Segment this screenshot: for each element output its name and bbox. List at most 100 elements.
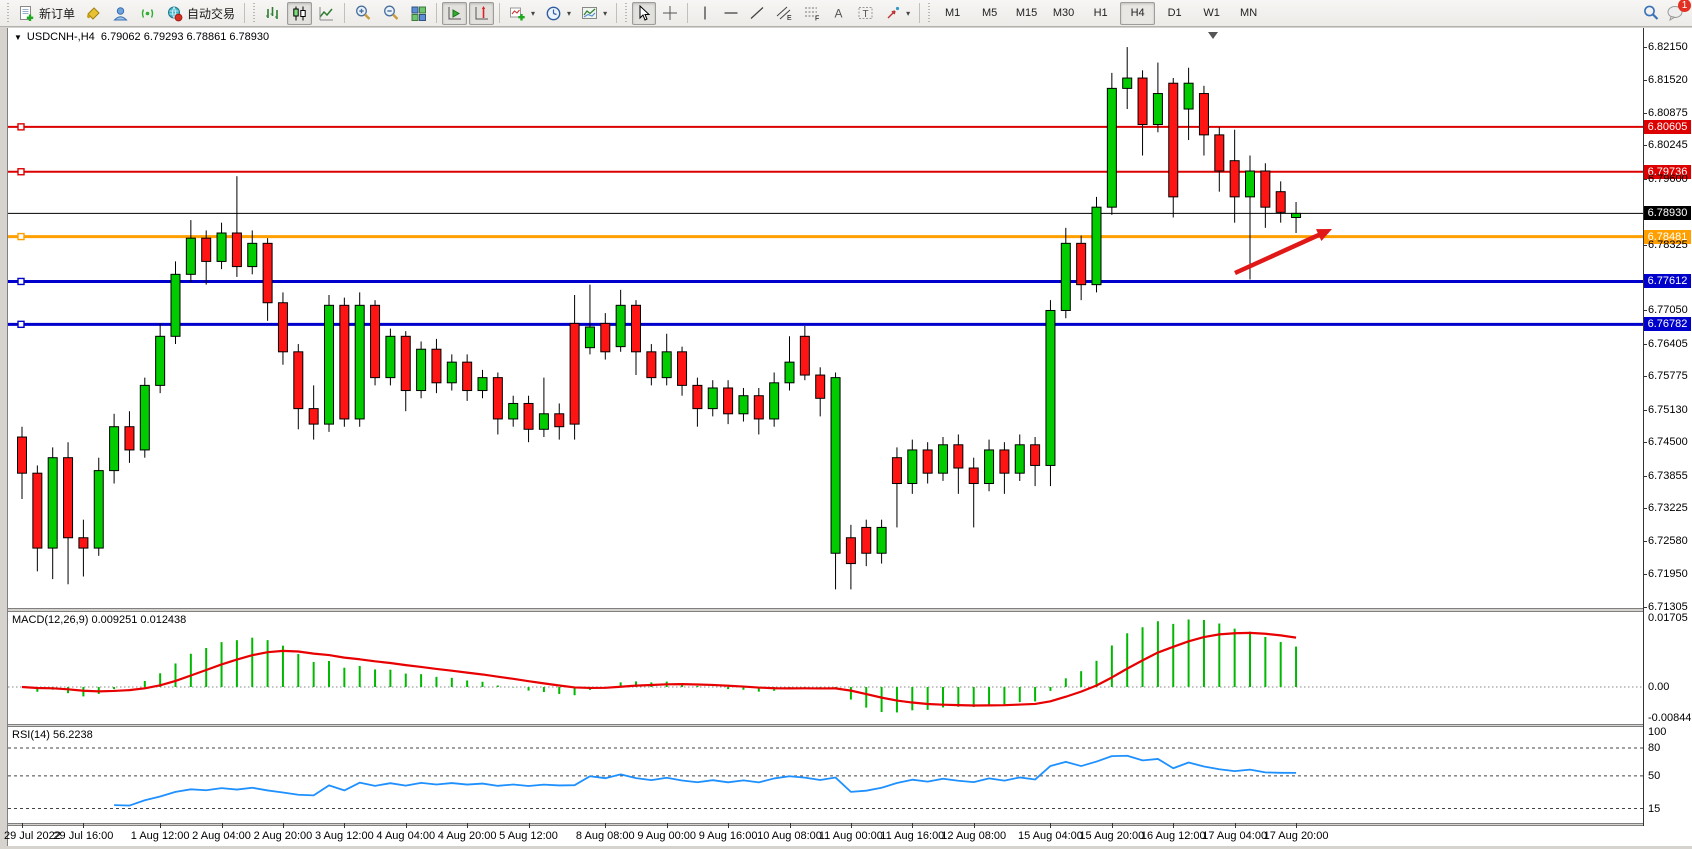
candle bbox=[492, 372, 503, 435]
autotrade-icon bbox=[168, 6, 183, 21]
autotrade-label: 自动交易 bbox=[187, 6, 236, 21]
vertical-line-button[interactable] bbox=[693, 2, 717, 25]
rsi-panel[interactable] bbox=[8, 727, 1643, 823]
vertical-line-icon bbox=[704, 6, 706, 20]
chevron-down-icon[interactable]: ▾ bbox=[531, 8, 536, 18]
profile-button[interactable] bbox=[108, 2, 133, 25]
crosshair-button[interactable] bbox=[658, 2, 682, 25]
price-level-anchor[interactable] bbox=[17, 277, 25, 286]
time-tick-mark bbox=[1296, 823, 1298, 828]
candle bbox=[631, 300, 641, 376]
candle bbox=[861, 519, 872, 567]
text-label-button[interactable]: T bbox=[853, 2, 879, 25]
candle bbox=[124, 411, 135, 463]
chart-shift-button[interactable] bbox=[469, 1, 495, 25]
periods-button[interactable]: ▾ bbox=[541, 2, 575, 25]
candle bbox=[646, 344, 657, 386]
price-tick-label: 6.79600 bbox=[1648, 172, 1688, 185]
toolbar-drag-handle[interactable] bbox=[927, 3, 932, 23]
candlestick-chart-button[interactable] bbox=[287, 1, 313, 25]
candle bbox=[201, 230, 212, 285]
panel-splitter[interactable] bbox=[8, 724, 1692, 727]
price-tick-mark bbox=[1643, 343, 1647, 345]
panel-splitter[interactable] bbox=[8, 608, 1692, 612]
time-label: 3 Aug 12:00 bbox=[314, 830, 374, 842]
candle bbox=[170, 261, 181, 345]
price-level-anchor[interactable] bbox=[17, 123, 25, 131]
candle bbox=[554, 403, 565, 440]
price-level-anchor[interactable] bbox=[17, 232, 25, 241]
chevron-down-icon[interactable]: ▾ bbox=[906, 8, 911, 18]
candle bbox=[815, 367, 826, 417]
timeframe-button-MN[interactable]: MN bbox=[1240, 7, 1258, 19]
svg-text:F: F bbox=[815, 16, 819, 22]
new-order-button[interactable]: 新订单 bbox=[14, 2, 79, 25]
candle bbox=[508, 395, 519, 427]
timeframe-button-M1[interactable]: M1 bbox=[944, 7, 961, 19]
price-level-anchor[interactable] bbox=[17, 168, 25, 176]
candle bbox=[247, 230, 258, 275]
symbol-period-label: USDCNH-,H4 bbox=[26, 31, 95, 43]
equidistant-channel-button[interactable]: E bbox=[771, 2, 797, 25]
rsi-tick-label: 15 bbox=[1648, 802, 1661, 815]
chevron-down-icon[interactable]: ▾ bbox=[567, 8, 572, 18]
chart-shift-icon bbox=[475, 5, 489, 19]
tile-windows-icon bbox=[411, 6, 427, 21]
price-level-anchor[interactable] bbox=[17, 320, 25, 329]
timeframe-button-M15[interactable]: M15 bbox=[1015, 7, 1038, 19]
zoom-out-button[interactable] bbox=[378, 2, 404, 25]
candle bbox=[677, 346, 688, 396]
cursor-button[interactable] bbox=[632, 1, 657, 25]
price-axis[interactable] bbox=[1644, 28, 1692, 826]
trendline-button[interactable] bbox=[745, 2, 769, 25]
main-price-chart[interactable] bbox=[8, 28, 1643, 608]
search-icon[interactable] bbox=[1642, 4, 1660, 22]
timeframe-button-W1[interactable]: W1 bbox=[1203, 7, 1220, 19]
new-order-label: 新订单 bbox=[39, 6, 76, 21]
price-axis-line bbox=[1643, 28, 1644, 826]
timeframe-button-H4[interactable]: H4 bbox=[1120, 1, 1156, 25]
templates-button[interactable]: ▾ bbox=[577, 2, 611, 25]
auto-scroll-icon bbox=[448, 6, 462, 19]
horizontal-line-button[interactable] bbox=[719, 2, 743, 25]
svg-text:E: E bbox=[787, 15, 792, 21]
time-tick-mark bbox=[22, 823, 23, 828]
timeframe-button-M5[interactable]: M5 bbox=[981, 7, 998, 19]
candle bbox=[784, 336, 795, 391]
zoom-in-button[interactable] bbox=[350, 2, 376, 25]
signal-button[interactable] bbox=[135, 2, 160, 25]
arrows-button[interactable]: ▾ bbox=[881, 2, 914, 25]
timeframe-button-H1[interactable]: H1 bbox=[1093, 7, 1108, 19]
text-button[interactable]: A bbox=[827, 2, 851, 25]
chevron-down-icon[interactable]: ▼ bbox=[14, 33, 22, 42]
candle bbox=[1076, 235, 1087, 301]
toolbar-drag-handle[interactable] bbox=[252, 3, 257, 23]
svg-text:A: A bbox=[835, 7, 843, 21]
time-tick-mark bbox=[605, 823, 607, 828]
candle bbox=[938, 437, 948, 481]
timeframe-button-M30[interactable]: M30 bbox=[1052, 7, 1075, 19]
price-tick-label: 6.81520 bbox=[1648, 73, 1688, 86]
toolbar-separator bbox=[616, 3, 618, 23]
time-axis[interactable] bbox=[8, 826, 1692, 846]
candle bbox=[999, 442, 1010, 494]
tile-windows-button[interactable] bbox=[406, 2, 431, 25]
auto-scroll-button[interactable] bbox=[442, 1, 468, 25]
price-tick-label: 6.75130 bbox=[1648, 403, 1688, 416]
timeframe-button-D1[interactable]: D1 bbox=[1167, 7, 1182, 19]
toolbar-drag-handle[interactable] bbox=[6, 3, 10, 23]
fibonacci-button[interactable]: F bbox=[799, 2, 825, 25]
chat-button[interactable]: 1 bbox=[1666, 0, 1691, 22]
toolbar-drag-handle[interactable] bbox=[624, 3, 629, 23]
macd-panel[interactable] bbox=[8, 612, 1643, 724]
time-tick-mark bbox=[1050, 823, 1052, 828]
bar-chart-button[interactable] bbox=[260, 2, 285, 25]
trend-arrow-annotation[interactable] bbox=[1234, 230, 1326, 276]
time-axis-border bbox=[8, 823, 1692, 826]
chevron-down-icon[interactable]: ▾ bbox=[603, 8, 608, 18]
styler-button[interactable] bbox=[81, 2, 106, 25]
autotrade-button[interactable]: 自动交易 bbox=[162, 2, 239, 25]
line-chart-button[interactable] bbox=[314, 2, 339, 25]
indicators-button[interactable]: ▾ bbox=[505, 2, 539, 25]
chart-shift-marker[interactable] bbox=[1208, 32, 1218, 39]
